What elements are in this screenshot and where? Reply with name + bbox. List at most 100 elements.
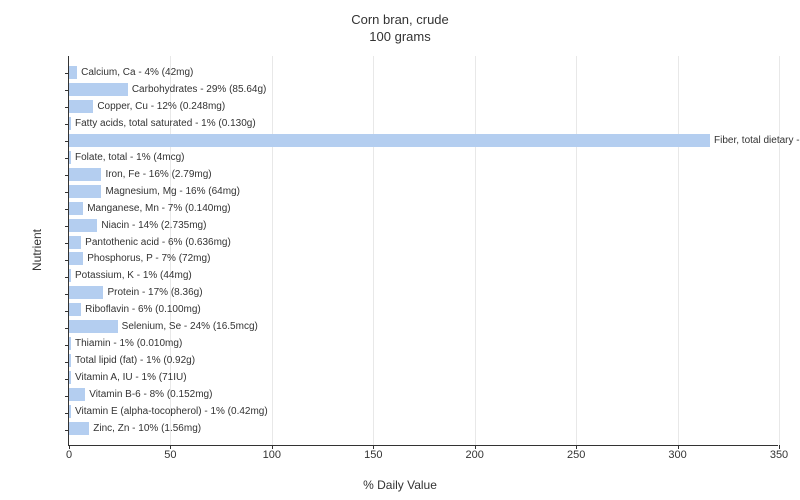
bar-label: Vitamin A, IU - 1% (71IU) <box>75 372 187 383</box>
y-tick-mark <box>65 158 69 159</box>
nutrient-chart: Corn bran, crude 100 grams Nutrient Calc… <box>0 0 800 500</box>
bar-label: Carbohydrates - 29% (85.64g) <box>132 84 267 95</box>
bar-row: Carbohydrates - 29% (85.64g) <box>69 82 778 97</box>
bar <box>69 320 118 333</box>
bar-row: Manganese, Mn - 7% (0.140mg) <box>69 201 778 216</box>
bar-label: Calcium, Ca - 4% (42mg) <box>81 67 193 78</box>
x-axis-label: % Daily Value <box>363 478 437 492</box>
bar-label: Protein - 17% (8.36g) <box>107 287 202 298</box>
y-tick-mark <box>65 396 69 397</box>
bar-label: Thiamin - 1% (0.010mg) <box>75 338 182 349</box>
y-tick-mark <box>65 192 69 193</box>
bar <box>69 117 71 130</box>
bar-row: Riboflavin - 6% (0.100mg) <box>69 302 778 317</box>
bar-row: Fatty acids, total saturated - 1% (0.130… <box>69 116 778 131</box>
x-tick-label: 350 <box>770 449 788 461</box>
bar-row: Total lipid (fat) - 1% (0.92g) <box>69 353 778 368</box>
y-tick-mark <box>65 328 69 329</box>
bar-row: Zinc, Zn - 10% (1.56mg) <box>69 421 778 436</box>
bar-label: Total lipid (fat) - 1% (0.92g) <box>75 355 195 366</box>
x-tick-label: 300 <box>668 449 686 461</box>
bar-row: Fiber, total dietary - 316% (79.0g) <box>69 133 778 148</box>
bar-row: Magnesium, Mg - 16% (64mg) <box>69 184 778 199</box>
bar-label: Iron, Fe - 16% (2.79mg) <box>105 169 211 180</box>
y-tick-mark <box>65 379 69 380</box>
y-tick-mark <box>65 209 69 210</box>
x-tick-label: 50 <box>164 449 176 461</box>
chart-title-block: Corn bran, crude 100 grams <box>0 0 800 46</box>
y-tick-mark <box>65 73 69 74</box>
y-tick-mark <box>65 294 69 295</box>
bar <box>69 151 71 164</box>
gridline <box>779 56 780 445</box>
bar <box>69 422 89 435</box>
y-tick-mark <box>65 362 69 363</box>
bar <box>69 252 83 265</box>
y-tick-mark <box>65 413 69 414</box>
y-tick-mark <box>65 175 69 176</box>
bar <box>69 371 71 384</box>
x-tick-label: 150 <box>364 449 382 461</box>
bar-label: Fiber, total dietary - 316% (79.0g) <box>714 135 800 146</box>
bar-row: Phosphorus, P - 7% (72mg) <box>69 251 778 266</box>
y-tick-mark <box>65 260 69 261</box>
bar-row: Pantothenic acid - 6% (0.636mg) <box>69 235 778 250</box>
bar <box>69 168 101 181</box>
bar <box>69 202 83 215</box>
bar <box>69 388 85 401</box>
y-tick-mark <box>65 277 69 278</box>
chart-title-line2: 100 grams <box>0 29 800 46</box>
x-tick-label: 0 <box>66 449 72 461</box>
y-tick-mark <box>65 107 69 108</box>
bar-label: Folate, total - 1% (4mcg) <box>75 152 184 163</box>
bar-row: Vitamin E (alpha-tocopherol) - 1% (0.42m… <box>69 404 778 419</box>
bar <box>69 286 103 299</box>
bar-row: Protein - 17% (8.36g) <box>69 285 778 300</box>
bar-label: Riboflavin - 6% (0.100mg) <box>85 304 201 315</box>
y-tick-mark <box>65 430 69 431</box>
bar-label: Fatty acids, total saturated - 1% (0.130… <box>75 118 256 129</box>
bar <box>69 303 81 316</box>
bar-row: Calcium, Ca - 4% (42mg) <box>69 65 778 80</box>
bar-row: Vitamin A, IU - 1% (71IU) <box>69 370 778 385</box>
bar-label: Potassium, K - 1% (44mg) <box>75 270 192 281</box>
bar <box>69 354 71 367</box>
y-tick-mark <box>65 90 69 91</box>
bar <box>69 236 81 249</box>
plot-area: Calcium, Ca - 4% (42mg) Carbohydrates - 2… <box>68 56 778 446</box>
bar <box>69 66 77 79</box>
bar <box>69 83 128 96</box>
bar <box>69 134 710 147</box>
bar-label: Copper, Cu - 12% (0.248mg) <box>97 101 225 112</box>
bar <box>69 405 71 418</box>
y-tick-mark <box>65 226 69 227</box>
bar-label: Niacin - 14% (2.735mg) <box>101 220 206 231</box>
bar-row: Thiamin - 1% (0.010mg) <box>69 336 778 351</box>
bar <box>69 185 101 198</box>
bar <box>69 337 71 350</box>
y-tick-mark <box>65 124 69 125</box>
bar-row: Niacin - 14% (2.735mg) <box>69 218 778 233</box>
y-tick-mark <box>65 345 69 346</box>
bar-label: Vitamin B-6 - 8% (0.152mg) <box>89 389 212 400</box>
bar-label: Pantothenic acid - 6% (0.636mg) <box>85 237 231 248</box>
bars-container: Calcium, Ca - 4% (42mg) Carbohydrates - 2… <box>69 64 778 437</box>
y-tick-mark <box>65 311 69 312</box>
bar-row: Iron, Fe - 16% (2.79mg) <box>69 167 778 182</box>
bar-row: Folate, total - 1% (4mcg) <box>69 150 778 165</box>
x-tick-label: 100 <box>263 449 281 461</box>
x-tick-label: 200 <box>466 449 484 461</box>
bar-label: Vitamin E (alpha-tocopherol) - 1% (0.42m… <box>75 406 268 417</box>
bar <box>69 269 71 282</box>
bar-label: Zinc, Zn - 10% (1.56mg) <box>93 423 201 434</box>
bar-label: Phosphorus, P - 7% (72mg) <box>87 253 210 264</box>
bar-label: Manganese, Mn - 7% (0.140mg) <box>87 203 230 214</box>
y-tick-mark <box>65 243 69 244</box>
bar-row: Copper, Cu - 12% (0.248mg) <box>69 99 778 114</box>
chart-title-line1: Corn bran, crude <box>0 12 800 29</box>
bar-row: Vitamin B-6 - 8% (0.152mg) <box>69 387 778 402</box>
bar <box>69 100 93 113</box>
bar-label: Selenium, Se - 24% (16.5mcg) <box>122 321 258 332</box>
y-tick-mark <box>65 141 69 142</box>
bar-row: Selenium, Se - 24% (16.5mcg) <box>69 319 778 334</box>
